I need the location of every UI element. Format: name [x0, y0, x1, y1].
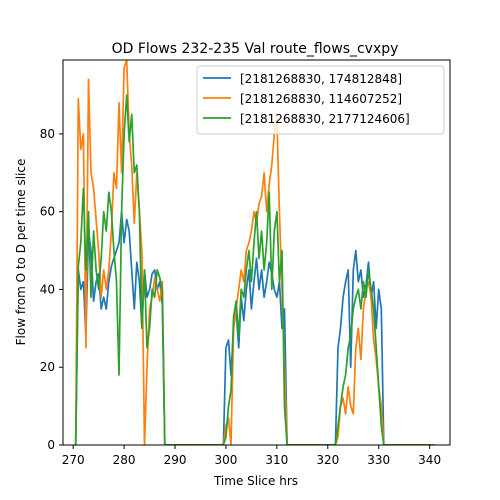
y-tick-label: 40 [40, 282, 55, 296]
legend-label-3: [2181268830, 2177124606] [240, 112, 410, 126]
x-tick-label: 290 [164, 453, 187, 467]
plot-frame [62, 59, 451, 446]
x-axis-label: Time Slice hrs [213, 474, 298, 488]
legend-label-1: [2181268830, 174812848] [240, 72, 402, 86]
series-line-2 [74, 60, 435, 445]
legend: [2181268830, 174812848] [2181268830, 1146… [196, 65, 445, 135]
legend-entries: [2181268830, 174812848] [2181268830, 1146… [203, 72, 410, 126]
x-tick-label: 330 [367, 453, 390, 467]
series-layer [74, 60, 435, 445]
x-tick-label: 270 [62, 453, 85, 467]
x-axis: 270 280 290 300 310 320 330 340 [62, 445, 441, 467]
x-tick-label: 300 [214, 453, 237, 467]
y-tick-label: 20 [40, 360, 55, 374]
y-tick-label: 60 [40, 205, 55, 219]
series-line-3 [74, 94, 435, 445]
legend-label-2: [2181268830, 114607252] [240, 92, 402, 106]
x-tick-label: 280 [113, 453, 136, 467]
y-tick-label: 0 [47, 438, 55, 452]
y-axis-label: Flow from O to D per time slice [14, 159, 28, 346]
chart-title: OD Flows 232-235 Val route_flows_cvxpy [112, 41, 399, 57]
x-tick-label: 320 [316, 453, 339, 467]
legend-box [196, 65, 445, 135]
y-tick-label: 80 [40, 127, 55, 141]
x-tick-label: 310 [265, 453, 288, 467]
x-tick-label: 340 [418, 453, 441, 467]
y-axis: 0 20 40 60 80 [40, 127, 63, 452]
